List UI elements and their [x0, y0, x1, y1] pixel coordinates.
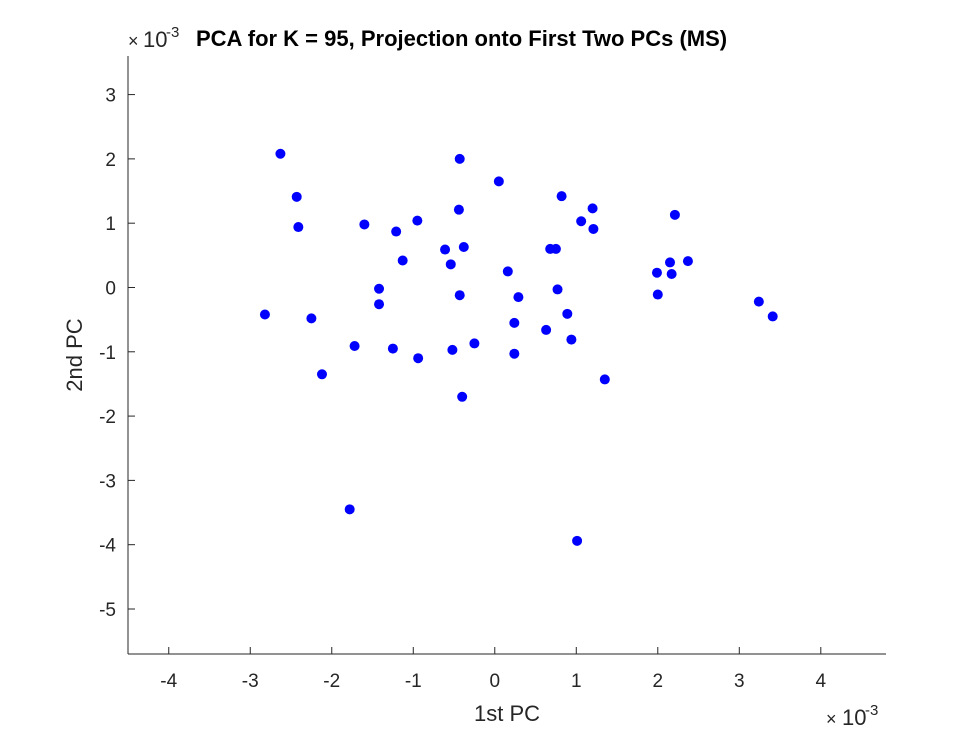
- y-exponent-power: -3: [166, 24, 179, 41]
- data-point: [541, 324, 552, 335]
- x-tick-label: 2: [652, 671, 663, 692]
- data-point: [291, 191, 302, 202]
- data-point: [666, 268, 677, 279]
- data-point: [397, 255, 408, 266]
- x-exponent-times: ×: [826, 709, 837, 729]
- data-point: [293, 222, 304, 233]
- y-tick-label: -5: [99, 600, 116, 621]
- data-point: [665, 257, 676, 268]
- data-point: [391, 226, 402, 237]
- data-point: [550, 243, 561, 254]
- x-tick-label: -3: [242, 671, 259, 692]
- x-tick-label: -4: [160, 671, 177, 692]
- data-point: [413, 353, 424, 364]
- data-point: [682, 256, 693, 267]
- data-point: [587, 203, 598, 214]
- y-exponent-times: ×: [128, 31, 139, 51]
- data-point: [552, 284, 563, 295]
- data-point: [599, 374, 610, 385]
- data-point: [562, 308, 573, 319]
- data-point: [652, 289, 663, 300]
- y-tick-label: -3: [99, 471, 116, 492]
- data-point: [509, 317, 520, 328]
- chart-title: PCA for K = 95, Projection onto First Tw…: [196, 26, 727, 51]
- x-exponent-label: × 10 -3: [826, 702, 878, 730]
- y-tick-label: -1: [99, 343, 116, 364]
- axes-box: [127, 56, 886, 655]
- y-tick-label: 2: [105, 150, 116, 171]
- data-point: [576, 216, 587, 227]
- x-tick-label: -2: [323, 671, 340, 692]
- data-point: [440, 244, 451, 255]
- data-point: [359, 219, 370, 230]
- x-exponent-base: 10: [842, 705, 866, 730]
- data-point: [493, 176, 504, 187]
- y-ticks: -5 -4 -3 -2 -1 0 1 2 3: [99, 86, 135, 621]
- data-point: [374, 283, 385, 294]
- y-axis-label: 2nd PC: [62, 318, 87, 391]
- data-point: [349, 340, 360, 351]
- x-ticks: -4 -3 -2 -1 0 1 2 3 4: [160, 647, 827, 692]
- data-point: [316, 369, 327, 380]
- y-exponent-label: × 10 -3: [128, 24, 179, 52]
- y-tick-label: -2: [99, 407, 116, 428]
- data-point: [306, 313, 317, 324]
- data-point: [556, 191, 567, 202]
- x-tick-label: -1: [405, 671, 422, 692]
- data-point: [457, 391, 468, 402]
- data-point: [588, 223, 599, 234]
- y-tick-label: -4: [99, 536, 116, 557]
- data-point: [454, 153, 465, 164]
- data-point: [669, 209, 680, 220]
- data-point: [572, 535, 583, 546]
- data-point: [447, 344, 458, 355]
- y-tick-label: 3: [105, 86, 116, 107]
- data-point: [509, 348, 520, 359]
- data-point: [412, 215, 423, 226]
- data-point: [259, 309, 270, 320]
- x-tick-label: 1: [571, 671, 582, 692]
- data-point: [374, 299, 385, 310]
- y-tick-label: 1: [105, 214, 116, 235]
- x-exponent-power: -3: [865, 702, 878, 719]
- data-point: [753, 296, 764, 307]
- x-tick-label: 3: [734, 671, 745, 692]
- data-point: [502, 266, 513, 277]
- data-point: [458, 241, 469, 252]
- data-point: [454, 290, 465, 301]
- data-point: [767, 311, 778, 322]
- data-point: [275, 148, 286, 159]
- data-points: [259, 148, 778, 546]
- data-point: [513, 292, 524, 303]
- data-point: [445, 259, 456, 270]
- y-tick-label: 0: [105, 278, 116, 299]
- data-point: [469, 338, 480, 349]
- y-exponent-base: 10: [143, 27, 167, 52]
- data-point: [387, 343, 398, 354]
- data-point: [651, 267, 662, 278]
- data-point: [344, 504, 355, 515]
- x-tick-label: 4: [816, 671, 827, 692]
- x-tick-label: 0: [489, 671, 500, 692]
- data-point: [453, 204, 464, 215]
- data-point: [566, 334, 577, 345]
- x-axis-label: 1st PC: [474, 701, 540, 726]
